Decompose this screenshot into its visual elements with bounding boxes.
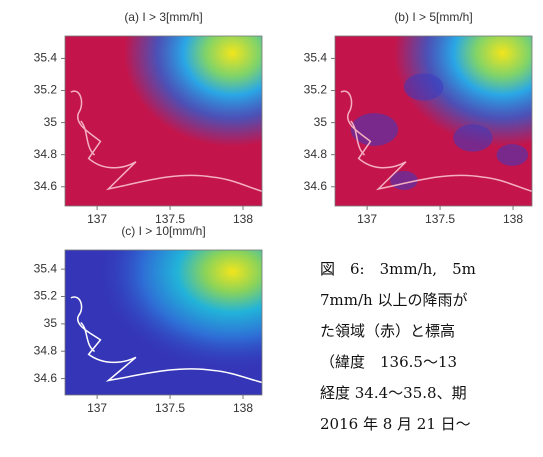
panel-title: (a) I > 3[mm/h] (124, 10, 202, 24)
y-tick-label: 35.2 (34, 289, 58, 303)
x-tick-label: 137.5 (155, 401, 185, 415)
x-tick-label: 137.5 (425, 212, 455, 226)
x-tick-label: 137 (87, 212, 107, 226)
panel: (c) I > 10[mm/h] 137 137.5 138 35.4 35.2 35 34.… (34, 224, 266, 415)
panel: (b) I > 5[mm/h] 137 137.5 138 35.4 35.2 35 34.8… (304, 10, 536, 226)
y-tick-label: 34.6 (34, 179, 58, 193)
caption-line: 図 6: 3mm/h, 5m (320, 260, 476, 278)
blue-patch (404, 73, 443, 100)
y-tick-label: 35.4 (34, 51, 58, 65)
y-tick-label: 35.4 (34, 261, 58, 275)
x-tick-label: 138 (233, 401, 253, 415)
caption-line: た領域（赤）と標高 (320, 322, 455, 340)
x-tick-label: 137 (87, 401, 107, 415)
y-tick-label: 35 (314, 115, 328, 129)
y-tick-label: 34.8 (34, 343, 58, 357)
x-tick-label: 138 (233, 212, 253, 226)
y-tick-label: 35.4 (304, 51, 328, 65)
map (65, 36, 266, 206)
map (335, 36, 536, 206)
y-tick-label: 34.8 (34, 147, 58, 161)
panel-title: (c) I > 10[mm/h] (121, 224, 205, 238)
x-tick-label: 138 (503, 212, 523, 226)
caption-line: 経度 34.4～35.8、期 (320, 384, 467, 402)
blue-patch (453, 124, 492, 151)
y-tick-label: 35.2 (34, 83, 58, 97)
x-tick-label: 137 (357, 212, 377, 226)
map (65, 250, 266, 395)
y-tick-label: 34.8 (304, 147, 328, 161)
y-tick-label: 35.2 (304, 83, 328, 97)
blue-patch (497, 144, 529, 166)
panel-title: (b) I > 5[mm/h] (394, 10, 472, 24)
y-tick-label: 35 (44, 115, 58, 129)
caption-line: 7mm/h 以上の降雨が (320, 291, 467, 309)
figure: (a) I > 3[mm/h] 137 137.5 138 35.4 35.2 35 34.8… (0, 0, 543, 457)
y-tick-label: 34.6 (34, 371, 58, 385)
y-tick-label: 34.6 (304, 179, 328, 193)
caption-line: 2016 年 8 月 21 日～ (320, 415, 471, 433)
caption-line: （緯度 136.5～13 (320, 353, 457, 371)
page: (a) I > 3[mm/h] 137 137.5 138 35.4 35.2 35 34.8… (0, 0, 543, 457)
y-tick-label: 35 (44, 316, 58, 330)
